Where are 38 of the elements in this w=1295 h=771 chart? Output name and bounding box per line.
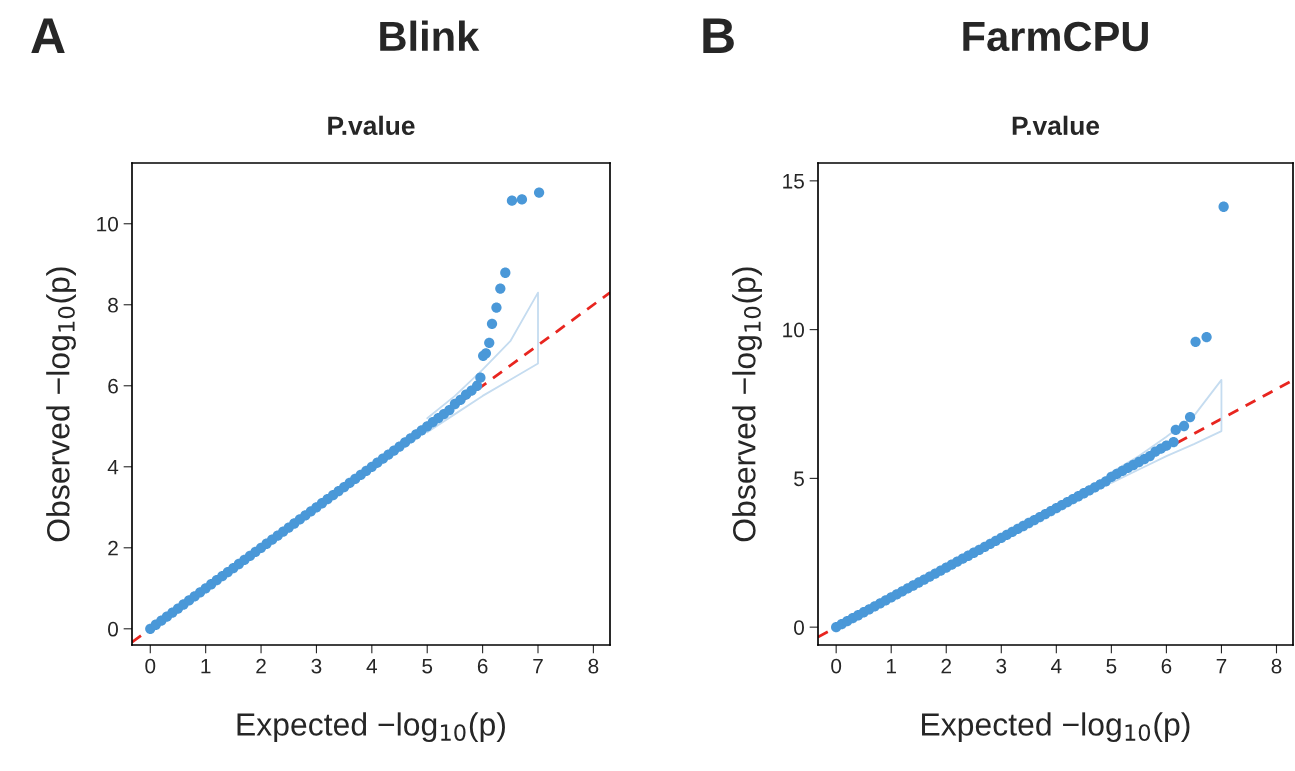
x-tick-label: 8: [588, 658, 599, 674]
x-tick-label: 2: [941, 658, 951, 674]
x-tick-label: 5: [422, 658, 433, 674]
chart-title: FarmCPU: [963, 21, 1148, 52]
y-axis-title: Observed −log$_{10}$(p): [732, 267, 762, 542]
x-tick-label: 3: [311, 658, 322, 674]
y-axis-title: Observed −log$_{10}$(p): [46, 267, 76, 542]
x-tick-label: 2: [256, 658, 266, 674]
x-tick-label: 1: [201, 658, 211, 674]
y-tick-label: 0: [794, 620, 804, 635]
text: B: [703, 18, 734, 53]
x-axis-title: Expected −log$_{10}$(p): [237, 712, 505, 743]
x-tick-label: 0: [831, 658, 842, 674]
y-tick-label: 0: [108, 621, 118, 637]
x-tick-label: 6: [477, 658, 488, 674]
y-tick-label: 5: [794, 471, 804, 487]
x-tick-label: 4: [366, 658, 378, 674]
y-tick-label: 6: [108, 378, 118, 394]
y-tick-label: 2: [108, 540, 118, 556]
text: A: [31, 18, 65, 53]
y-tick-label: 10: [783, 322, 804, 338]
y-tick-label: 15: [783, 174, 804, 189]
x-axis-title: Expected −log$_{10}$(p): [922, 712, 1190, 743]
y-tick-label: 10: [97, 216, 118, 232]
chart-subtitle: P.value: [1012, 115, 1100, 136]
x-tick-label: 0: [145, 658, 156, 674]
x-tick-label: 7: [1216, 658, 1227, 674]
chart-title: Blink: [380, 20, 480, 51]
chart-subtitle: P.value: [328, 115, 415, 136]
x-tick-label: 1: [887, 658, 896, 674]
x-tick-label: 5: [1106, 658, 1117, 674]
x-tick-label: 4: [1051, 658, 1062, 674]
y-tick-label: 8: [108, 297, 118, 313]
x-tick-label: 7: [533, 658, 543, 674]
x-tick-label: 8: [1271, 658, 1282, 674]
x-tick-label: 6: [1161, 658, 1172, 674]
x-tick-label: 3: [996, 658, 1007, 674]
y-tick-label: 4: [107, 460, 119, 475]
